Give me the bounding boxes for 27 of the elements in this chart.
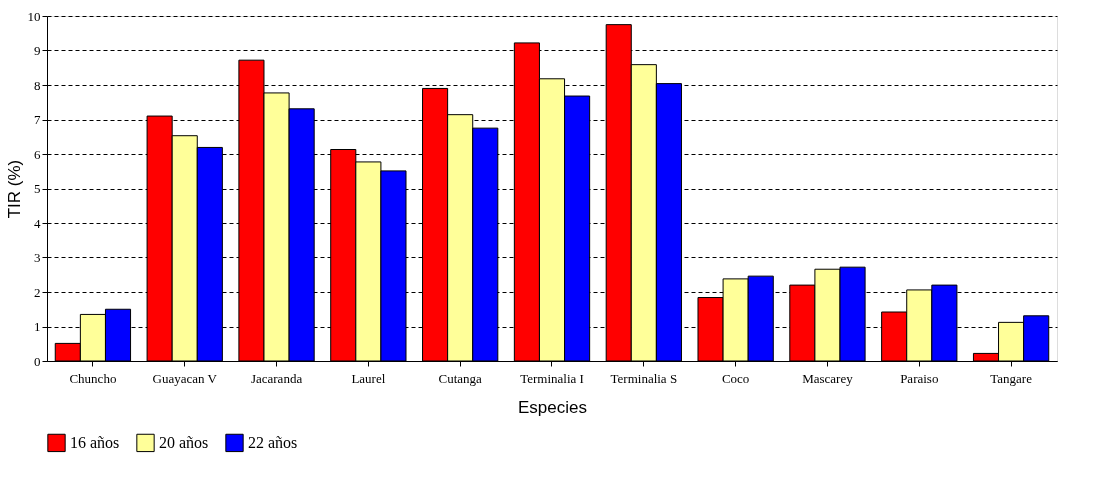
y-tick-label: 9 bbox=[34, 43, 41, 58]
y-tick-label: 0 bbox=[34, 353, 41, 369]
legend-label: 22 años bbox=[248, 433, 298, 451]
y-tick-label: 7 bbox=[34, 112, 41, 127]
x-tick-label: Guayacan V bbox=[152, 370, 218, 386]
x-tick-label: Coco bbox=[721, 370, 750, 386]
y-axis-title: TIR (%) bbox=[4, 159, 24, 219]
x-tick-label: Paraiso bbox=[900, 370, 939, 386]
x-tick-label: Cutanga bbox=[438, 370, 483, 386]
x-tick-label: Terminalia S bbox=[610, 370, 678, 386]
y-tick-label: 6 bbox=[34, 146, 41, 162]
x-tick-label: Tangare bbox=[990, 370, 1033, 386]
x-tick-label: Jacaranda bbox=[250, 370, 303, 386]
x-tick-label: Laurel bbox=[351, 370, 386, 386]
y-tick-label: 2 bbox=[34, 284, 41, 300]
x-tick-label: Mascarey bbox=[802, 370, 854, 386]
x-axis-title: Especies bbox=[518, 397, 587, 417]
y-tick-label: 3 bbox=[34, 250, 41, 265]
legend-label: 16 años bbox=[70, 433, 120, 451]
y-tick-label: 8 bbox=[34, 77, 41, 93]
legend-label: 20 años bbox=[159, 433, 209, 451]
x-tick-label: Terminalia I bbox=[520, 370, 584, 386]
y-tick-label: 1 bbox=[34, 319, 41, 334]
y-tick-label: 4 bbox=[34, 215, 41, 231]
y-tick-label: 10 bbox=[27, 8, 41, 24]
x-tick-label: Chuncho bbox=[69, 370, 117, 386]
y-tick-label: 5 bbox=[34, 181, 41, 196]
